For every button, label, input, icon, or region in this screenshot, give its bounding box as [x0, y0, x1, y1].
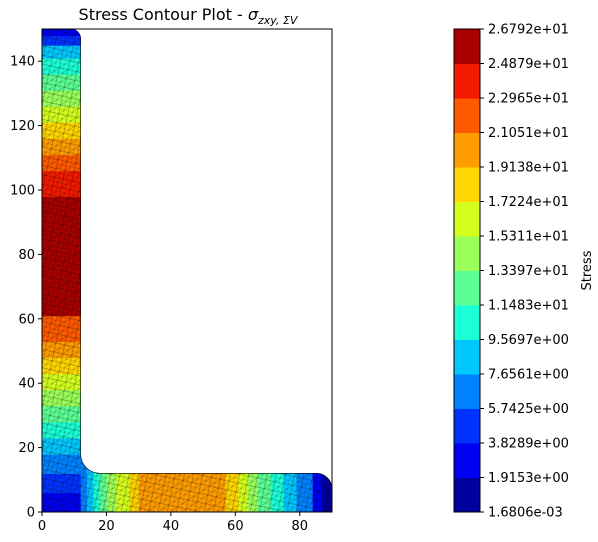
colorbar-swatch-1 — [454, 443, 480, 478]
x-tick-label-0: 0 — [38, 519, 46, 534]
colorbar: 2.6792e+01 2.4879e+01 2.2965e+01 2.1051e+01… — [453, 23, 595, 521]
y-tick-label-4: 80 — [18, 248, 35, 263]
colorbar-tick-label-14: 1.6806e-03 — [488, 506, 563, 521]
plot-area: 0 20 40 60 80 0 20 40 60 80 100 120 140 — [10, 28, 333, 534]
chart-title-sigma: σ — [248, 5, 259, 24]
chart-title-subscript: zxy, ΣV — [257, 14, 299, 27]
mesh-overlay — [42, 29, 332, 512]
contour-bands — [42, 29, 332, 512]
colorbar-tick-label-12: 3.8289e+00 — [488, 437, 569, 452]
colorbar-tick-label-13: 1.9153e+00 — [488, 471, 569, 486]
x-tick-label-4: 80 — [292, 519, 309, 534]
colorbar-tick-label-9: 9.5697e+00 — [488, 333, 569, 348]
y-tick-label-7: 140 — [10, 55, 35, 70]
colorbar-tick-label-10: 7.6561e+00 — [488, 368, 569, 383]
y-axis: 0 20 40 60 80 100 120 140 — [10, 55, 42, 521]
colorbar-tick-label-1: 2.4879e+01 — [488, 57, 569, 72]
colorbar-tick-label-8: 1.1483e+01 — [488, 299, 569, 314]
colorbar-tick-label-3: 2.1051e+01 — [488, 126, 569, 141]
colorbar-tick-label-4: 1.9138e+01 — [488, 161, 569, 176]
colorbar-tick-label-11: 5.7425e+00 — [488, 402, 569, 417]
colorbar-swatch-8 — [454, 201, 480, 237]
chart-title-text: Stress Contour Plot - — [79, 5, 248, 24]
axes-frame — [41, 28, 333, 513]
colorbar-tick-label-5: 1.7224e+01 — [488, 195, 569, 210]
chart-title: Stress Contour Plot - σzxy, ΣV — [79, 5, 299, 27]
colorbar-swatch-6 — [454, 270, 480, 306]
colorbar-swatch-5 — [454, 305, 480, 340]
colorbar-swatch-9 — [454, 167, 480, 202]
x-axis: 0 20 40 60 80 — [38, 512, 308, 534]
colorbar-tick-label-0: 2.6792e+01 — [488, 23, 569, 38]
y-tick-label-3: 60 — [18, 312, 35, 327]
colorbar-swatch-2 — [454, 408, 480, 444]
colorbar-swatch-7 — [454, 236, 480, 271]
y-tick-label-0: 0 — [27, 506, 35, 521]
colorbar-label: Stress — [580, 250, 595, 290]
colorbar-swatch-12 — [454, 63, 480, 99]
colorbar-tick-label-7: 1.3397e+01 — [488, 264, 569, 279]
colorbar-swatch-13 — [454, 29, 480, 64]
y-tick-label-2: 40 — [18, 377, 35, 392]
y-tick-label-6: 120 — [10, 119, 35, 134]
shape-outline — [41, 28, 333, 513]
colorbar-ticks: 2.6792e+01 2.4879e+01 2.2965e+01 2.1051e+01… — [480, 23, 569, 521]
x-tick-label-2: 40 — [163, 519, 180, 534]
x-tick-label-3: 60 — [227, 519, 244, 534]
y-tick-label-5: 100 — [10, 184, 35, 199]
x-tick-label-1: 20 — [98, 519, 115, 534]
colorbar-swatch-11 — [454, 98, 480, 133]
colorbar-swatch-3 — [454, 374, 480, 409]
colorbar-swatch-4 — [454, 339, 480, 375]
colorbar-swatches — [454, 29, 480, 513]
colorbar-tick-label-2: 2.2965e+01 — [488, 92, 569, 107]
colorbar-swatch-10 — [454, 132, 480, 168]
colorbar-swatch-0 — [454, 477, 480, 513]
colorbar-tick-label-6: 1.5311e+01 — [488, 230, 569, 245]
y-tick-label-1: 20 — [18, 441, 35, 456]
